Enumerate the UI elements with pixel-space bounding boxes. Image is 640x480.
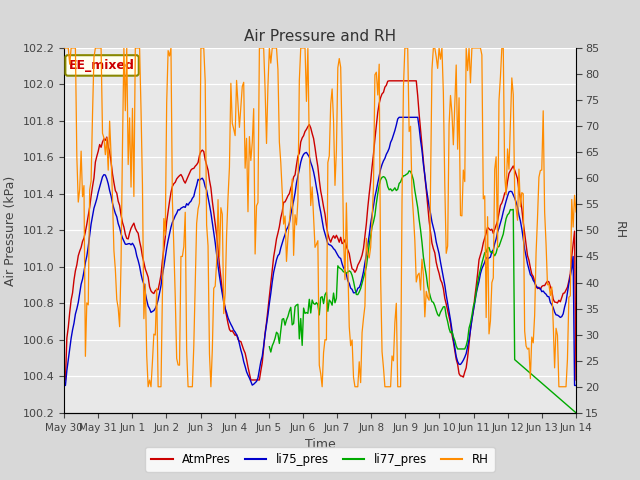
- Line: li75_pres: li75_pres: [64, 117, 576, 385]
- li75_pres: [396, 114, 403, 120]
- Y-axis label: RH: RH: [613, 221, 626, 240]
- li75_pres: [545, 294, 553, 300]
- AtmPres: [230, 330, 237, 336]
- li75_pres: [123, 241, 131, 247]
- Line: RH: RH: [64, 48, 576, 387]
- AtmPres: [572, 377, 580, 383]
- li75_pres: [284, 224, 292, 230]
- li77_pres: [284, 313, 292, 319]
- AtmPres: [385, 78, 393, 84]
- li77_pres: [543, 385, 551, 391]
- Y-axis label: Air Pressure (kPa): Air Pressure (kPa): [4, 175, 17, 286]
- Text: EE_mixed: EE_mixed: [69, 59, 135, 72]
- Line: AtmPres: AtmPres: [64, 81, 576, 380]
- RH: [240, 79, 248, 85]
- RH: [572, 209, 580, 215]
- RH: [545, 281, 553, 287]
- RH: [123, 45, 131, 51]
- AtmPres: [123, 236, 131, 241]
- Title: Air Pressure and RH: Air Pressure and RH: [244, 29, 396, 44]
- Line: li77_pres: li77_pres: [269, 171, 576, 413]
- AtmPres: [60, 377, 68, 383]
- X-axis label: Time: Time: [305, 438, 335, 451]
- AtmPres: [545, 279, 553, 285]
- RH: [231, 133, 239, 139]
- AtmPres: [239, 343, 246, 348]
- li75_pres: [239, 352, 246, 358]
- li75_pres: [60, 383, 68, 388]
- li75_pres: [572, 383, 580, 388]
- AtmPres: [212, 232, 220, 238]
- RH: [285, 219, 293, 225]
- RH: [60, 45, 68, 51]
- RH: [214, 197, 222, 203]
- li75_pres: [212, 252, 220, 257]
- li75_pres: [230, 327, 237, 333]
- Legend: AtmPres, li75_pres, li77_pres, RH: AtmPres, li75_pres, li77_pres, RH: [145, 447, 495, 472]
- RH: [144, 384, 152, 390]
- AtmPres: [284, 193, 292, 199]
- li77_pres: [572, 410, 580, 416]
